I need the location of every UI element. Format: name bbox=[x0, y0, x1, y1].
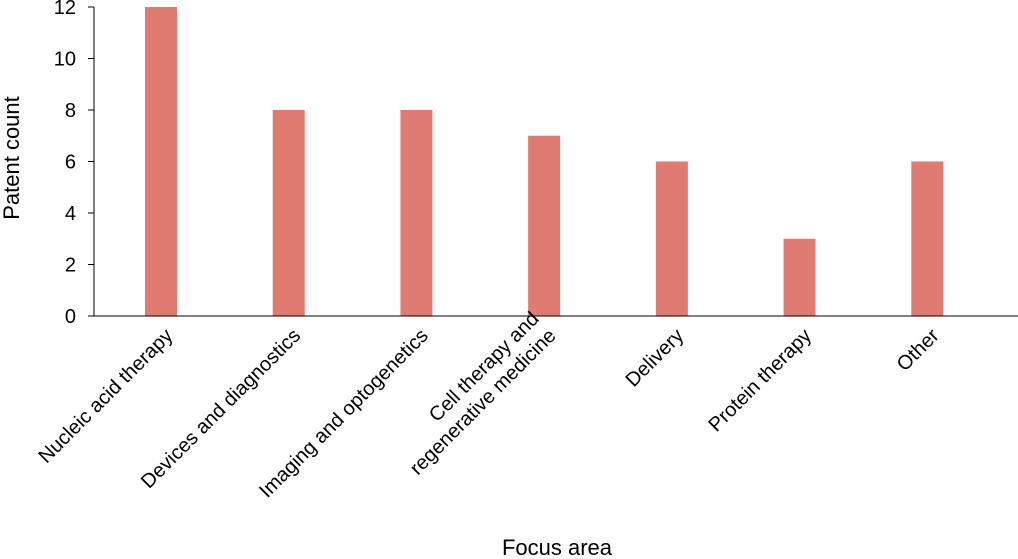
bar bbox=[400, 110, 433, 316]
x-tick-label-line: Other bbox=[893, 325, 944, 376]
bar bbox=[655, 161, 688, 316]
y-tick-label: 6 bbox=[65, 152, 76, 174]
x-tick-label: Delivery bbox=[622, 325, 689, 392]
x-axis-title: Focus area bbox=[502, 535, 613, 559]
x-tick-label: Nucleic acid therapy bbox=[34, 325, 177, 468]
bar bbox=[145, 7, 177, 316]
y-axis-title: Patent count bbox=[0, 96, 24, 220]
y-tick-label: 8 bbox=[65, 100, 76, 122]
x-tick-label-line: Delivery bbox=[622, 325, 689, 392]
y-tick-label: 4 bbox=[65, 203, 76, 225]
bar bbox=[911, 161, 944, 316]
x-tick-label-line: regenerative medicine bbox=[406, 325, 561, 480]
x-tick-label-line: Nucleic acid therapy bbox=[34, 325, 177, 468]
bar bbox=[528, 135, 561, 316]
y-axis: 0 2 4 6 8 10 12 bbox=[54, 0, 95, 328]
y-tick-label: 0 bbox=[65, 306, 76, 328]
x-tick-label-line: Protein therapy bbox=[704, 325, 815, 436]
y-tick-label: 2 bbox=[65, 255, 76, 277]
x-tick-label: Protein therapy bbox=[704, 325, 815, 436]
bar bbox=[272, 110, 305, 316]
x-tick-label: Other bbox=[893, 325, 944, 376]
bars bbox=[145, 7, 944, 316]
y-tick-label: 12 bbox=[54, 0, 76, 19]
bar bbox=[783, 238, 816, 316]
y-tick-label: 10 bbox=[54, 49, 76, 71]
